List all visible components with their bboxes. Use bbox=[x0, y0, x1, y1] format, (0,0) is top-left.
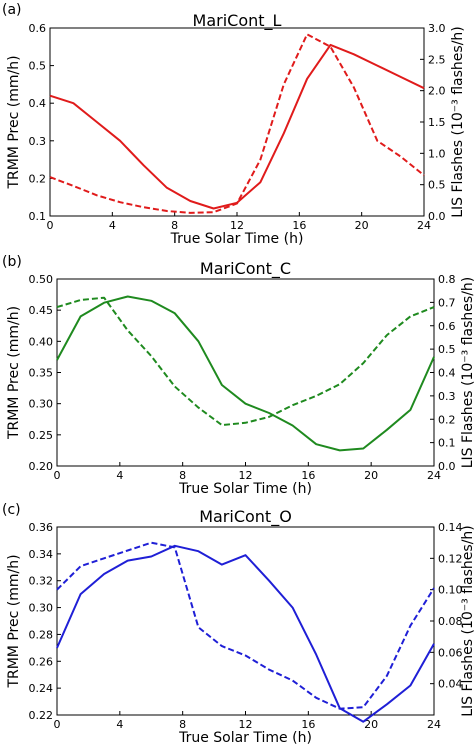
y-tick-label: 0.25 bbox=[29, 429, 54, 442]
y2-tick-label: 0.14 bbox=[438, 521, 463, 534]
y2-tick-label: 3.0 bbox=[428, 22, 446, 35]
y-tick-label: 0.45 bbox=[29, 304, 54, 317]
y-tick-label: 0.1 bbox=[29, 210, 47, 223]
y2-tick-label: 0.12 bbox=[438, 552, 463, 565]
y-tick-label: 0.20 bbox=[29, 460, 54, 473]
y-axis-label: TRMM Prec (mm/h) bbox=[6, 306, 22, 440]
y2-tick-label: 0.06 bbox=[438, 646, 463, 659]
chart-panel: (a) MariCont_L 0 4 8 12 16 20 24 0.1 0.2 0.3 0.4 0.5 0… bbox=[2, 2, 466, 247]
x-tick-label: 12 bbox=[239, 469, 253, 482]
chart-title: MariCont_O bbox=[199, 507, 292, 527]
y2-axis-label: LIS Flashes (10⁻³ flashes/h) bbox=[460, 525, 474, 717]
x-tick-label: 24 bbox=[427, 469, 441, 482]
y-tick-label: 0.3 bbox=[29, 135, 47, 148]
x-tick-label: 12 bbox=[239, 718, 253, 731]
y-tick-label: 0.36 bbox=[29, 521, 54, 534]
x-tick-label: 20 bbox=[364, 469, 378, 482]
x-tick-label: 24 bbox=[417, 219, 431, 232]
y-tick-label: 0.40 bbox=[29, 335, 54, 348]
x-tick-label: 16 bbox=[292, 219, 306, 232]
plot-frame bbox=[49, 27, 425, 217]
trmm-prec-line bbox=[49, 43, 425, 210]
y-tick-label: 0.6 bbox=[29, 22, 47, 35]
chart-panel: (b) MariCont_C 0 4 8 12 16 20 24 0.20 0.25 0.30 0.35… bbox=[2, 254, 474, 497]
x-tick-label: 8 bbox=[179, 469, 186, 482]
y-tick-label: 0.2 bbox=[29, 172, 47, 185]
y-tick-label: 0.24 bbox=[29, 682, 54, 695]
y-tick-label: 0.26 bbox=[29, 655, 54, 668]
y2-tick-label: 0.8 bbox=[438, 273, 456, 286]
y2-tick-label: 1.5 bbox=[428, 116, 446, 129]
x-axis-label: True Solar Time (h) bbox=[178, 730, 312, 744]
chart-title: MariCont_L bbox=[193, 11, 282, 31]
x-tick-label: 0 bbox=[47, 219, 54, 232]
x-axis-label: True Solar Time (h) bbox=[170, 231, 304, 247]
y2-tick-label: 0.7 bbox=[438, 296, 456, 309]
lis-flashes-line bbox=[49, 33, 425, 214]
y-tick-label: 0.32 bbox=[29, 575, 54, 588]
x-tick-label: 8 bbox=[171, 219, 178, 232]
x-tick-label: 16 bbox=[301, 718, 315, 731]
x-tick-label: 4 bbox=[116, 469, 123, 482]
y2-tick-label: 0.5 bbox=[438, 343, 456, 356]
y-tick-label: 0.30 bbox=[29, 398, 54, 411]
y-tick-label: 0.5 bbox=[29, 60, 47, 73]
y2-tick-label: 0.0 bbox=[428, 210, 446, 223]
trmm-prec-line bbox=[56, 295, 435, 452]
y-tick-label: 0.35 bbox=[29, 367, 54, 380]
y2-tick-label: 0.04 bbox=[438, 678, 463, 691]
y-tick-label: 0.30 bbox=[29, 602, 54, 615]
panel-label: (b) bbox=[2, 254, 22, 270]
y-tick-label: 0.50 bbox=[29, 273, 54, 286]
y2-axis-label: LIS Flashes (10⁻³ flashes/h) bbox=[450, 26, 466, 218]
y-axis-label: TRMM Prec (mm/h) bbox=[6, 55, 22, 189]
y2-tick-label: 1.0 bbox=[428, 147, 446, 160]
x-tick-label: 4 bbox=[116, 718, 123, 731]
y2-tick-label: 0.4 bbox=[438, 367, 456, 380]
panel-label: (c) bbox=[2, 502, 21, 518]
x-tick-label: 0 bbox=[54, 718, 61, 731]
y-tick-label: 0.28 bbox=[29, 628, 54, 641]
y-tick-label: 0.34 bbox=[29, 548, 54, 561]
x-tick-label: 12 bbox=[230, 219, 244, 232]
lis-flashes-line bbox=[56, 541, 435, 710]
panel-label: (a) bbox=[2, 2, 22, 18]
x-tick-label: 0 bbox=[54, 469, 61, 482]
y2-tick-label: 0.08 bbox=[438, 615, 463, 628]
y2-tick-label: 0.2 bbox=[438, 413, 456, 426]
trmm-prec-line bbox=[56, 544, 435, 723]
y-axis-label: TRMM Prec (mm/h) bbox=[6, 554, 22, 688]
y-tick-label: 0.22 bbox=[29, 709, 54, 722]
y2-tick-label: 0.0 bbox=[438, 460, 456, 473]
x-tick-label: 8 bbox=[179, 718, 186, 731]
x-tick-label: 4 bbox=[109, 219, 116, 232]
y2-tick-label: 0.10 bbox=[438, 584, 463, 597]
y2-tick-label: 2.5 bbox=[428, 53, 446, 66]
lis-flashes-line bbox=[56, 296, 435, 427]
x-axis-label: True Solar Time (h) bbox=[178, 481, 312, 497]
y-tick-label: 0.4 bbox=[29, 97, 47, 110]
y2-axis-label: LIS Flashes (10⁻³ flashes/h) bbox=[460, 277, 474, 469]
y2-tick-label: 0.1 bbox=[438, 437, 456, 450]
chart-title: MariCont_C bbox=[200, 259, 291, 279]
y2-tick-label: 0.5 bbox=[428, 179, 446, 192]
y2-tick-label: 0.6 bbox=[438, 320, 456, 333]
x-tick-label: 16 bbox=[301, 469, 315, 482]
x-tick-label: 24 bbox=[427, 718, 441, 731]
y2-tick-label: 2.0 bbox=[428, 85, 446, 98]
chart-panel: (c) MariCont_O 0 4 8 12 16 20 24 0.22 0.24 0.26 0.28… bbox=[2, 502, 474, 746]
y2-tick-label: 0.3 bbox=[438, 390, 456, 403]
x-tick-label: 20 bbox=[355, 219, 369, 232]
x-tick-label: 20 bbox=[364, 718, 378, 731]
